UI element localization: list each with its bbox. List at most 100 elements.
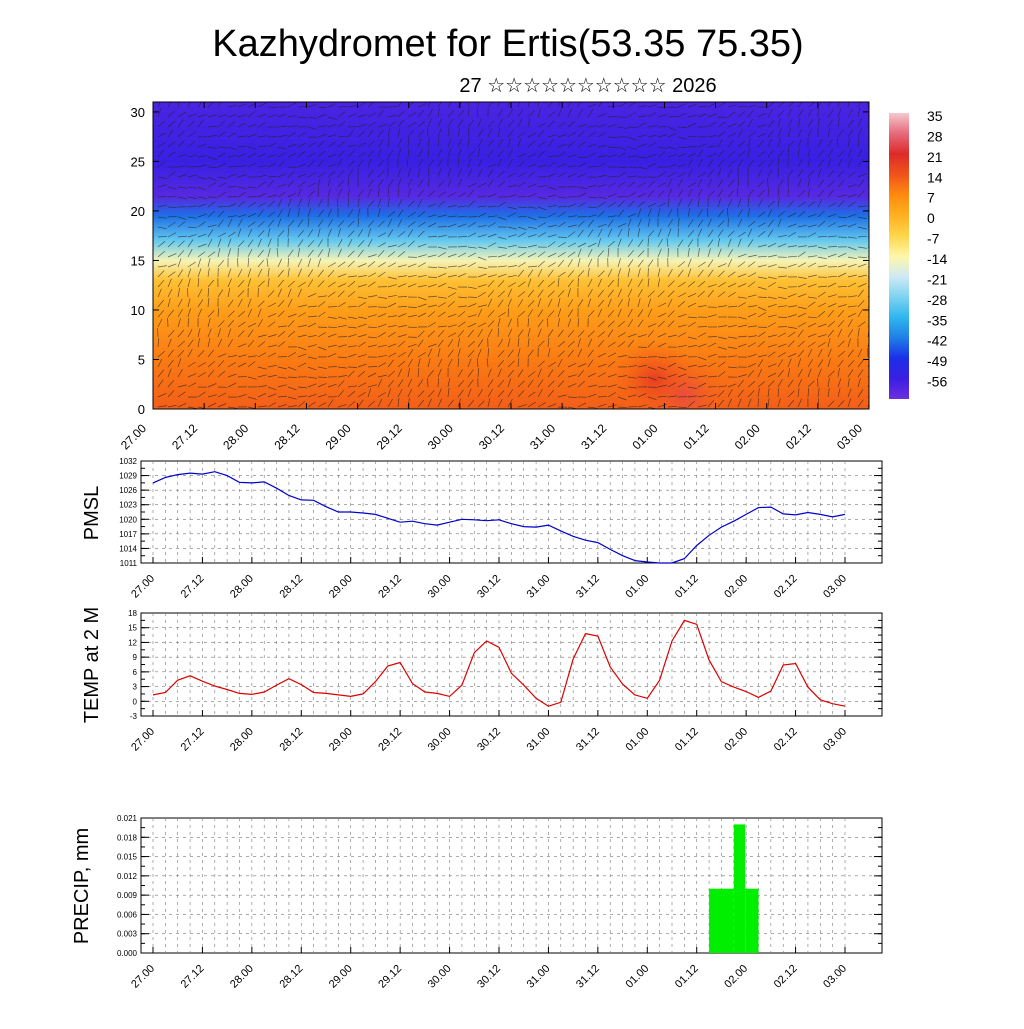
- y-tick-label: 10: [131, 303, 145, 318]
- y-tick-label: 1032: [119, 457, 137, 466]
- x-tick-label: 01.00: [629, 421, 660, 452]
- y-tick-label: 20: [131, 204, 145, 219]
- grid: [141, 461, 882, 563]
- wind-barb: [758, 297, 767, 298]
- wind-barb: [208, 167, 217, 168]
- wind-barb: [558, 237, 567, 238]
- wind-barb: [788, 188, 789, 197]
- wind-barb: [338, 337, 347, 338]
- x-tick-label: 02.12: [772, 963, 800, 991]
- y-tick-label: 18: [128, 609, 137, 618]
- colorbar-label: -14: [927, 251, 947, 267]
- x-tick-label: 29.12: [374, 421, 405, 452]
- wind-barb: [468, 297, 477, 298]
- x-tick-label: 01.12: [681, 421, 712, 452]
- colorbar-label: -28: [927, 292, 947, 308]
- x-tick-label: 28.00: [228, 573, 256, 601]
- x-tick-label: 31.12: [574, 726, 602, 754]
- x-tick-label: 31.12: [578, 421, 609, 452]
- colorbar-label: -42: [927, 333, 947, 349]
- precip-axis-label: PRECIP, mm: [71, 828, 93, 944]
- x-tick-label: 27.12: [179, 963, 207, 991]
- x-tick-label: 02.00: [722, 573, 750, 601]
- wind-barb: [338, 107, 347, 108]
- x-tick-label: 02.12: [772, 573, 800, 601]
- x-tick-label: 30.12: [475, 573, 503, 601]
- colorbar-label: 0: [927, 210, 935, 226]
- y-tick-label: 0.018: [117, 833, 138, 842]
- wind-barb: [608, 137, 617, 138]
- y-tick-label: 1011: [120, 559, 138, 568]
- x-tick-label: 30.00: [426, 726, 454, 754]
- y-tick-label: 1017: [119, 530, 137, 539]
- y-tick-label: 5: [138, 352, 145, 367]
- y-tick-label: 9: [133, 653, 138, 662]
- x-tick-label: 27.12: [169, 421, 200, 452]
- x-tick-label: 03.00: [834, 421, 865, 452]
- wind-barb: [318, 327, 327, 328]
- x-tick-label: 27.00: [129, 726, 157, 754]
- y-tick-label: 15: [131, 253, 145, 268]
- wind-barb: [438, 227, 447, 228]
- wind-barb: [268, 107, 277, 108]
- y-tick-label: 0.006: [117, 910, 138, 919]
- colorbar-label: -35: [927, 312, 947, 328]
- x-tick-label: 30.00: [426, 963, 454, 991]
- colorbar-label: 21: [927, 149, 943, 165]
- colorbar-label: 14: [927, 169, 943, 185]
- wind-barb: [668, 248, 669, 257]
- wind-barb: [638, 347, 647, 348]
- wind-barb: [388, 107, 397, 108]
- wind-barb: [668, 357, 677, 358]
- x-tick-label: 28.12: [277, 963, 305, 991]
- x-tick-label: 30.12: [475, 726, 503, 754]
- wind-barb: [188, 167, 197, 168]
- x-tick-label: 31.12: [574, 573, 602, 601]
- x-tick-label: 31.12: [574, 963, 602, 991]
- x-tick-label: 30.00: [426, 573, 454, 601]
- x-tick-label: 30.12: [475, 963, 503, 991]
- precip-bar: [734, 824, 745, 953]
- wind-barb: [678, 127, 687, 128]
- y-tick-label: 0.015: [117, 853, 138, 862]
- x-tick-label: 29.00: [323, 421, 354, 452]
- y-tick-label: 25: [131, 154, 145, 169]
- colorbar-label: -21: [927, 271, 947, 287]
- x-tick-label: 31.00: [525, 726, 553, 754]
- x-tick-label: 01.00: [623, 726, 651, 754]
- y-tick-label: 0.021: [117, 814, 138, 823]
- y-tick-label: 1026: [119, 486, 137, 495]
- x-tick-label: 28.12: [271, 421, 302, 452]
- x-tick-label: 28.12: [277, 573, 305, 601]
- x-tick-label: 03.00: [821, 573, 849, 601]
- wind-barb: [328, 307, 337, 308]
- x-tick-label: 31.00: [527, 421, 558, 452]
- wind-barb: [428, 277, 437, 278]
- colorbar-label: -7: [927, 231, 940, 247]
- wind-barb: [348, 367, 357, 368]
- x-tick-label: 28.12: [277, 726, 305, 754]
- y-tick-label: 0.003: [117, 930, 138, 939]
- y-tick-label: 1023: [119, 501, 137, 510]
- x-tick-label: 27.00: [129, 963, 157, 991]
- x-tick-label: 27.00: [118, 421, 149, 452]
- x-tick-label: 02.12: [783, 421, 814, 452]
- y-tick-label: 0.000: [117, 949, 138, 958]
- x-tick-label: 28.00: [220, 421, 251, 452]
- wind-barb: [388, 188, 389, 197]
- y-tick-label: 12: [128, 638, 137, 647]
- y-tick-label: 3: [133, 683, 138, 692]
- colorbar-strip: [889, 113, 909, 399]
- x-tick-label: 29.00: [327, 573, 355, 601]
- y-tick-label: 1029: [119, 472, 137, 481]
- x-tick-label: 30.12: [476, 421, 507, 452]
- wind-barb: [278, 357, 287, 358]
- y-tick-label: 0: [138, 402, 145, 417]
- wind-barb: [668, 107, 677, 108]
- x-tick-label: 29.12: [376, 963, 404, 991]
- wind-barb: [758, 398, 759, 407]
- x-tick-label: 02.00: [732, 421, 763, 452]
